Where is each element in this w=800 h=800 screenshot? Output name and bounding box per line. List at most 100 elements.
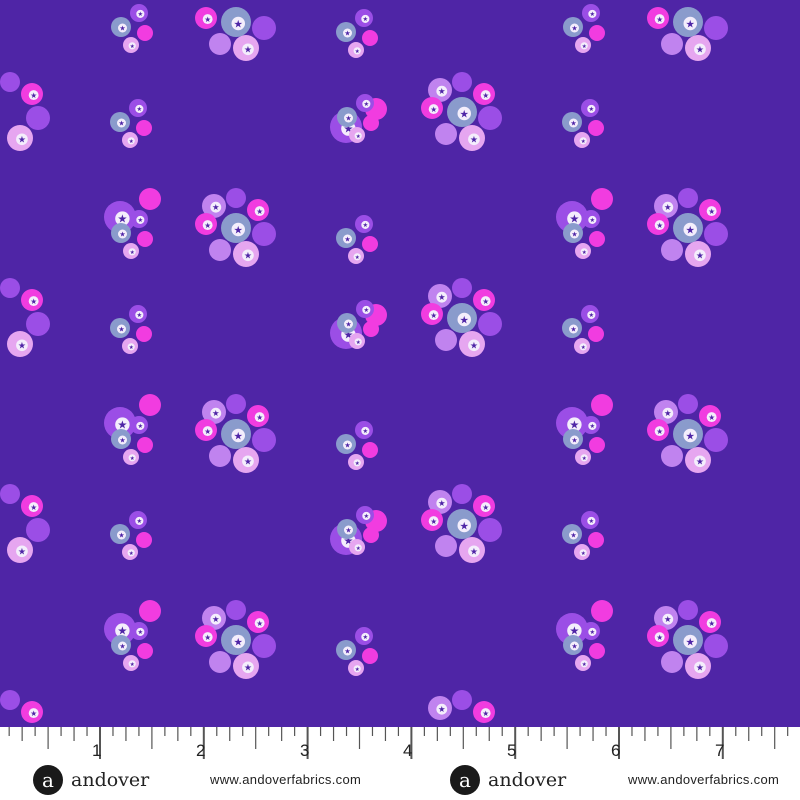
svg-text:★: ★ bbox=[656, 15, 663, 24]
polka-dot: ★ bbox=[349, 333, 365, 349]
polka-dot: ★ bbox=[337, 519, 357, 539]
svg-text:★: ★ bbox=[138, 629, 144, 636]
polka-dot bbox=[435, 123, 457, 145]
polka-dot: ★ bbox=[122, 132, 138, 148]
svg-text:★: ★ bbox=[18, 136, 26, 146]
polka-dot: ★ bbox=[421, 509, 443, 531]
ruler-number: 2 bbox=[196, 741, 206, 760]
polka-dot bbox=[678, 394, 698, 414]
svg-text:★: ★ bbox=[696, 458, 704, 468]
polka-dot bbox=[0, 690, 20, 710]
polka-dot: ★ bbox=[563, 635, 583, 655]
polka-dot: ★ bbox=[122, 338, 138, 354]
polka-dot: ★ bbox=[556, 201, 588, 233]
svg-text:★: ★ bbox=[430, 105, 437, 114]
svg-text:★: ★ bbox=[129, 344, 134, 351]
polka-dot: ★ bbox=[582, 416, 600, 434]
polka-dot: ★ bbox=[582, 210, 600, 228]
svg-text:★: ★ bbox=[582, 43, 587, 50]
polka-dot: ★ bbox=[428, 284, 452, 308]
svg-text:★: ★ bbox=[430, 517, 437, 526]
polka-dot bbox=[26, 106, 50, 130]
polka-dot: ★ bbox=[673, 213, 703, 243]
polka-dot: ★ bbox=[233, 241, 259, 267]
polka-dot: ★ bbox=[647, 625, 669, 647]
svg-text:★: ★ bbox=[117, 213, 127, 226]
svg-text:★: ★ bbox=[204, 221, 211, 230]
polka-dot bbox=[209, 33, 231, 55]
polka-dot: ★ bbox=[21, 83, 43, 105]
svg-text:★: ★ bbox=[129, 138, 134, 145]
polka-dot: ★ bbox=[699, 611, 721, 633]
svg-text:★: ★ bbox=[30, 709, 37, 718]
brand-logo: a andover bbox=[450, 765, 566, 795]
polka-dot bbox=[252, 634, 276, 658]
polka-dot bbox=[226, 394, 246, 414]
svg-text:★: ★ bbox=[130, 661, 135, 668]
polka-dot bbox=[362, 442, 378, 458]
polka-dot: ★ bbox=[356, 94, 374, 112]
polka-dot: ★ bbox=[337, 107, 357, 127]
polka-dot: ★ bbox=[473, 289, 495, 311]
svg-text:★: ★ bbox=[256, 207, 263, 216]
svg-text:★: ★ bbox=[589, 518, 595, 525]
polka-dot: ★ bbox=[348, 42, 364, 58]
svg-text:★: ★ bbox=[460, 520, 469, 532]
svg-text:★: ★ bbox=[582, 455, 587, 462]
polka-dot: ★ bbox=[21, 289, 43, 311]
polka-dot bbox=[478, 106, 502, 130]
polka-dot: ★ bbox=[123, 243, 139, 259]
polka-dot: ★ bbox=[247, 405, 269, 427]
svg-text:★: ★ bbox=[355, 48, 360, 55]
polka-dot: ★ bbox=[428, 78, 452, 102]
polka-dot: ★ bbox=[421, 303, 443, 325]
ruler-ticks bbox=[8, 727, 789, 759]
polka-dot bbox=[0, 278, 20, 298]
polka-dot: ★ bbox=[195, 419, 217, 441]
polka-dot bbox=[704, 428, 728, 452]
andover-logo-icon: a bbox=[33, 765, 63, 795]
svg-text:★: ★ bbox=[137, 312, 143, 319]
svg-text:★: ★ bbox=[570, 120, 576, 128]
svg-text:★: ★ bbox=[119, 437, 125, 445]
polka-dot: ★ bbox=[355, 627, 373, 645]
polka-dot: ★ bbox=[130, 210, 148, 228]
svg-text:★: ★ bbox=[364, 101, 370, 108]
brand-url: www.andoverfabrics.com bbox=[628, 772, 780, 787]
polka-dot: ★ bbox=[123, 37, 139, 53]
polka-dot: ★ bbox=[582, 622, 600, 640]
polka-dot bbox=[478, 518, 502, 542]
polka-dot: ★ bbox=[581, 511, 599, 529]
polka-dot: ★ bbox=[647, 419, 669, 441]
polka-dot: ★ bbox=[233, 447, 259, 473]
polka-dot bbox=[661, 651, 683, 673]
polka-dot bbox=[588, 532, 604, 548]
polka-dot bbox=[661, 445, 683, 467]
polka-dot bbox=[678, 600, 698, 620]
svg-text:★: ★ bbox=[696, 252, 704, 262]
polka-dot: ★ bbox=[129, 99, 147, 117]
svg-text:★: ★ bbox=[482, 91, 489, 100]
polka-dot: ★ bbox=[202, 606, 226, 630]
polka-dot bbox=[661, 239, 683, 261]
svg-text:★: ★ bbox=[364, 513, 370, 520]
svg-text:★: ★ bbox=[569, 213, 579, 226]
polka-dot: ★ bbox=[647, 213, 669, 235]
svg-text:★: ★ bbox=[696, 664, 704, 674]
ruler-number: 3 bbox=[300, 741, 310, 760]
polka-dot: ★ bbox=[349, 539, 365, 555]
svg-text:★: ★ bbox=[138, 217, 144, 224]
svg-text:★: ★ bbox=[590, 217, 596, 224]
polka-dot: ★ bbox=[685, 35, 711, 61]
svg-text:★: ★ bbox=[356, 133, 361, 140]
svg-text:★: ★ bbox=[363, 222, 369, 229]
polka-dot bbox=[209, 651, 231, 673]
polka-dot: ★ bbox=[685, 447, 711, 473]
polka-dot: ★ bbox=[122, 544, 138, 560]
svg-text:★: ★ bbox=[363, 428, 369, 435]
polka-dot: ★ bbox=[556, 407, 588, 439]
polka-dot: ★ bbox=[221, 419, 251, 449]
polka-dot bbox=[704, 222, 728, 246]
polka-dot: ★ bbox=[349, 127, 365, 143]
polka-dot: ★ bbox=[473, 83, 495, 105]
